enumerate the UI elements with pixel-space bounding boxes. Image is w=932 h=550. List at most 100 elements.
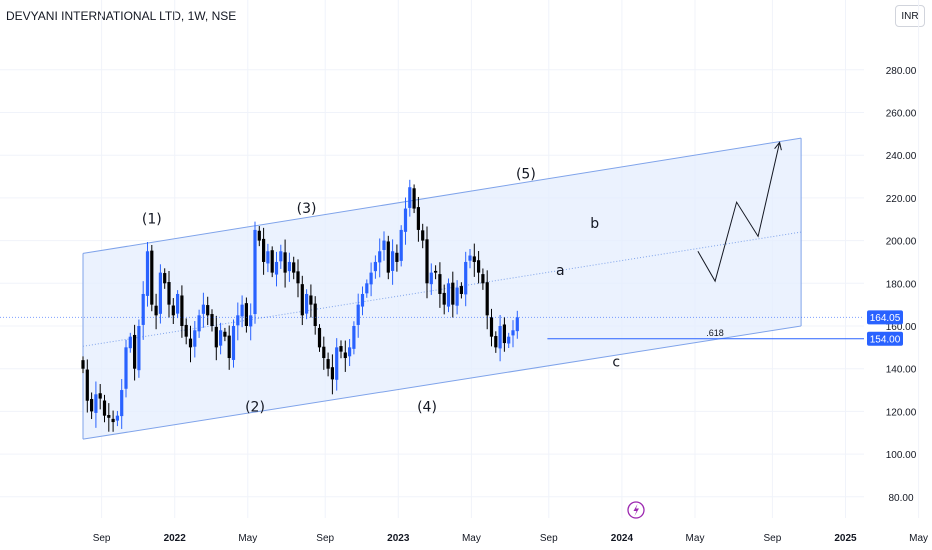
candle — [330, 354, 334, 395]
candle — [472, 243, 476, 277]
candle-body — [176, 293, 180, 314]
candle-body — [253, 229, 257, 315]
wave-label: (2) — [245, 399, 265, 415]
candle-body — [201, 304, 205, 314]
candle — [322, 336, 326, 370]
x-tick-label: Sep — [316, 533, 334, 544]
candle — [214, 315, 218, 361]
candle-body — [145, 251, 150, 296]
candle-body — [472, 256, 476, 262]
candle-body — [352, 326, 356, 349]
candle-body — [257, 230, 261, 241]
channel-mid-line — [82, 231, 802, 347]
candle-body — [167, 282, 171, 305]
candle — [317, 324, 322, 352]
candle — [197, 309, 201, 338]
candle-body — [399, 229, 403, 261]
price-tag-box — [867, 331, 903, 346]
x-tick-label: 2024 — [611, 533, 634, 544]
candle-body — [339, 346, 343, 352]
currency-button[interactable]: INR — [895, 5, 925, 27]
y-tick-label: 120.00 — [886, 407, 917, 418]
candle-body — [193, 330, 197, 347]
candle — [244, 297, 248, 333]
candle-body — [214, 326, 218, 348]
candle — [102, 394, 107, 423]
candle-body — [296, 271, 300, 284]
candle-body — [403, 208, 408, 232]
candle-body — [219, 330, 223, 346]
candle — [343, 340, 347, 372]
candle-body — [210, 314, 214, 326]
channel-upper-line — [82, 137, 802, 254]
y-tick-label: 280.00 — [886, 66, 917, 77]
candle — [219, 322, 223, 355]
x-tick-label: Sep — [764, 533, 782, 544]
candle-body — [98, 393, 102, 399]
candle — [425, 226, 429, 299]
candle-body — [94, 394, 98, 413]
candle-body — [180, 295, 184, 326]
candle-body — [438, 274, 442, 294]
candle-body — [322, 346, 326, 359]
candle-body — [171, 305, 175, 316]
candle — [90, 392, 94, 420]
candle — [421, 223, 425, 249]
candle-body — [442, 292, 446, 305]
candle — [137, 319, 141, 378]
candle — [141, 281, 145, 340]
candle — [408, 179, 412, 217]
candle-body — [386, 241, 390, 273]
candle — [115, 410, 119, 427]
candle — [171, 298, 175, 324]
candle-body — [391, 251, 395, 271]
candle-body — [270, 250, 274, 273]
lightning-icon[interactable] — [627, 501, 645, 519]
candle-body — [240, 304, 244, 317]
candle — [309, 284, 313, 318]
candle — [451, 271, 455, 318]
candle-body — [279, 251, 283, 262]
candle — [494, 331, 498, 353]
candle-body — [90, 399, 94, 412]
candle — [188, 325, 193, 363]
candle-body — [425, 239, 429, 284]
wave-label: a — [556, 263, 565, 279]
candle-body — [451, 282, 455, 305]
candle — [416, 196, 420, 242]
candle — [386, 235, 390, 280]
candle — [176, 290, 180, 319]
candle-body — [141, 293, 145, 325]
y-tick-label: 220.00 — [886, 194, 917, 205]
candle — [477, 251, 481, 284]
candle — [326, 352, 330, 377]
candle — [434, 265, 438, 280]
price-tag-label: 154.00 — [870, 334, 901, 345]
candle-body — [330, 367, 334, 380]
candle — [158, 264, 162, 324]
y-tick-label: 160.00 — [886, 322, 917, 333]
candle — [442, 284, 446, 315]
candle-body — [481, 274, 485, 284]
candle-body — [154, 305, 158, 316]
y-tick-label: 200.00 — [886, 237, 917, 248]
candle-body — [421, 230, 425, 241]
y-tick-label: 240.00 — [886, 151, 917, 162]
candle — [111, 410, 115, 432]
candle — [382, 231, 386, 261]
candle — [455, 280, 459, 315]
candle-body — [335, 347, 339, 380]
x-tick-label: May — [462, 533, 481, 544]
candle — [369, 262, 373, 297]
candle-body — [459, 286, 463, 294]
candle-body — [197, 315, 201, 332]
candle — [236, 302, 240, 341]
fib-label: .618 — [706, 328, 724, 338]
candle-body — [283, 252, 287, 273]
candle — [283, 239, 287, 288]
candle-body — [369, 272, 373, 285]
candle-body — [124, 347, 128, 389]
candle-body — [309, 295, 313, 305]
candle — [511, 320, 515, 348]
candle — [399, 225, 403, 267]
